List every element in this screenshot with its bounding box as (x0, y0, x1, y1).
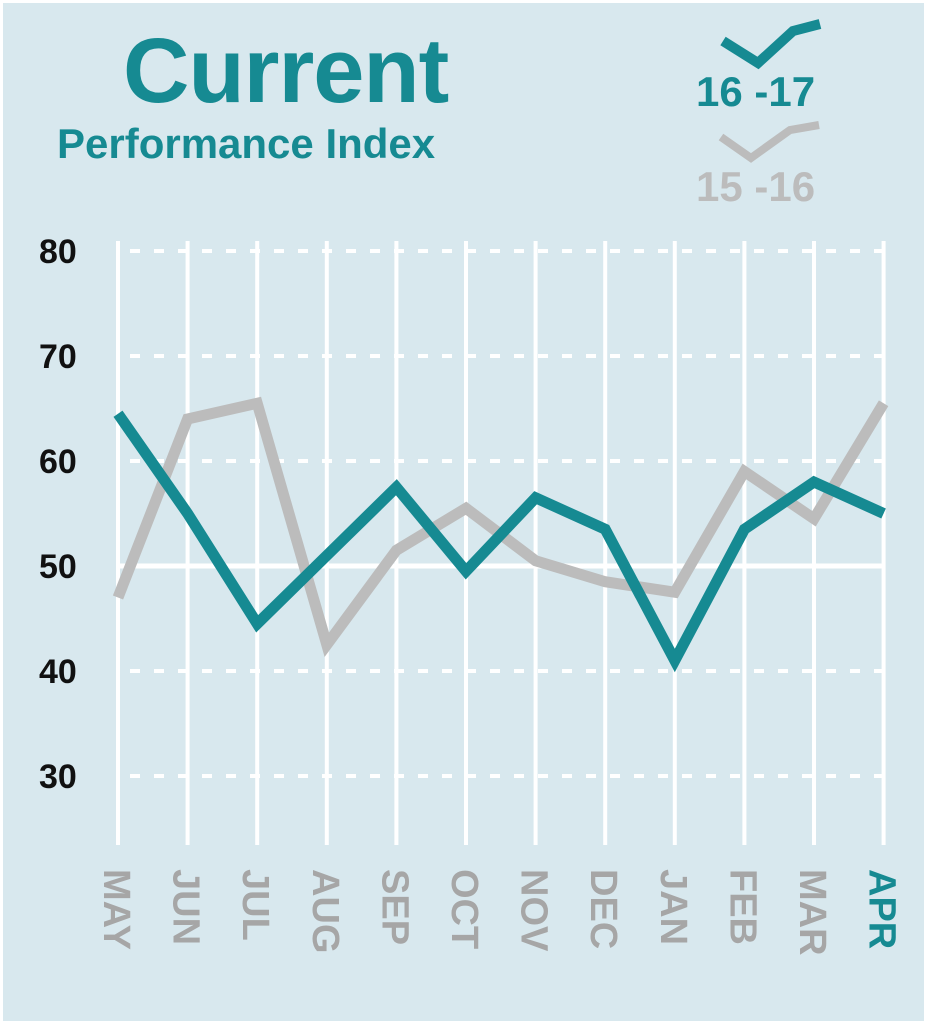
x-tick-label: APR (861, 869, 903, 949)
y-tick-label: 60 (39, 443, 77, 481)
y-tick-labels: 80 70 60 50 40 30 (39, 233, 77, 796)
line-chart: 80 70 60 50 40 30 MAY JUN JUL AUG SEP OCT NOV DEC JAN… (3, 3, 924, 1021)
x-tick-label: OCT (443, 869, 485, 949)
legend-label-15-16: 15 -16 (696, 163, 815, 210)
series-line-16-17 (118, 414, 884, 661)
legend-swatch-15-16 (721, 125, 819, 158)
x-tick-label: DEC (582, 869, 624, 949)
y-tick-label: 50 (39, 548, 77, 586)
y-tick-label: 80 (39, 233, 77, 271)
legend-label-16-17: 16 -17 (696, 68, 815, 115)
x-tick-label: MAY (95, 869, 137, 950)
x-tick-label: FEB (721, 869, 763, 945)
series-line-15-16 (118, 403, 884, 645)
x-tick-label: MAR (791, 869, 833, 956)
x-tick-label: JUN (165, 869, 207, 945)
x-tick-label: NOV (513, 869, 555, 952)
y-tick-label: 40 (39, 653, 77, 691)
legend: 16 -17 15 -16 (696, 24, 820, 210)
series-layer (118, 403, 884, 660)
x-tick-label: SEP (373, 869, 415, 945)
x-tick-label: JUL (234, 869, 276, 941)
y-tick-label: 30 (39, 758, 77, 796)
x-tick-label: JAN (652, 869, 694, 945)
x-tick-labels: MAY JUN JUL AUG SEP OCT NOV DEC JAN FEB MAR APR (95, 869, 903, 956)
y-tick-label: 70 (39, 338, 77, 376)
legend-swatch-16-17 (723, 24, 820, 63)
x-tick-label: AUG (304, 869, 346, 953)
